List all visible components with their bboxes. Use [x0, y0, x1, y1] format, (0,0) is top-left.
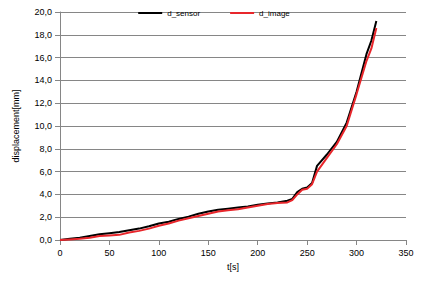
svg-text:150: 150: [201, 248, 216, 258]
svg-text:14,0: 14,0: [34, 75, 52, 85]
svg-text:0,0: 0,0: [39, 235, 52, 245]
svg-text:200: 200: [250, 248, 265, 258]
svg-text:10,0: 10,0: [34, 121, 52, 131]
svg-text:16,0: 16,0: [34, 53, 52, 63]
svg-text:250: 250: [300, 248, 315, 258]
svg-text:4,0: 4,0: [39, 189, 52, 199]
svg-text:d_sensor: d_sensor: [167, 9, 200, 18]
svg-text:100: 100: [151, 248, 166, 258]
svg-text:8,0: 8,0: [39, 144, 52, 154]
svg-text:50: 50: [104, 248, 114, 258]
svg-text:displacement[mm]: displacement[mm]: [11, 89, 21, 162]
svg-text:350: 350: [398, 248, 413, 258]
svg-text:0: 0: [57, 248, 62, 258]
svg-text:18,0: 18,0: [34, 30, 52, 40]
svg-text:2,0: 2,0: [39, 212, 52, 222]
svg-text:20,0: 20,0: [34, 7, 52, 17]
svg-text:300: 300: [349, 248, 364, 258]
svg-text:6,0: 6,0: [39, 167, 52, 177]
svg-text:12,0: 12,0: [34, 98, 52, 108]
svg-text:d_image: d_image: [259, 9, 290, 18]
svg-text:t[s]: t[s]: [227, 262, 239, 272]
